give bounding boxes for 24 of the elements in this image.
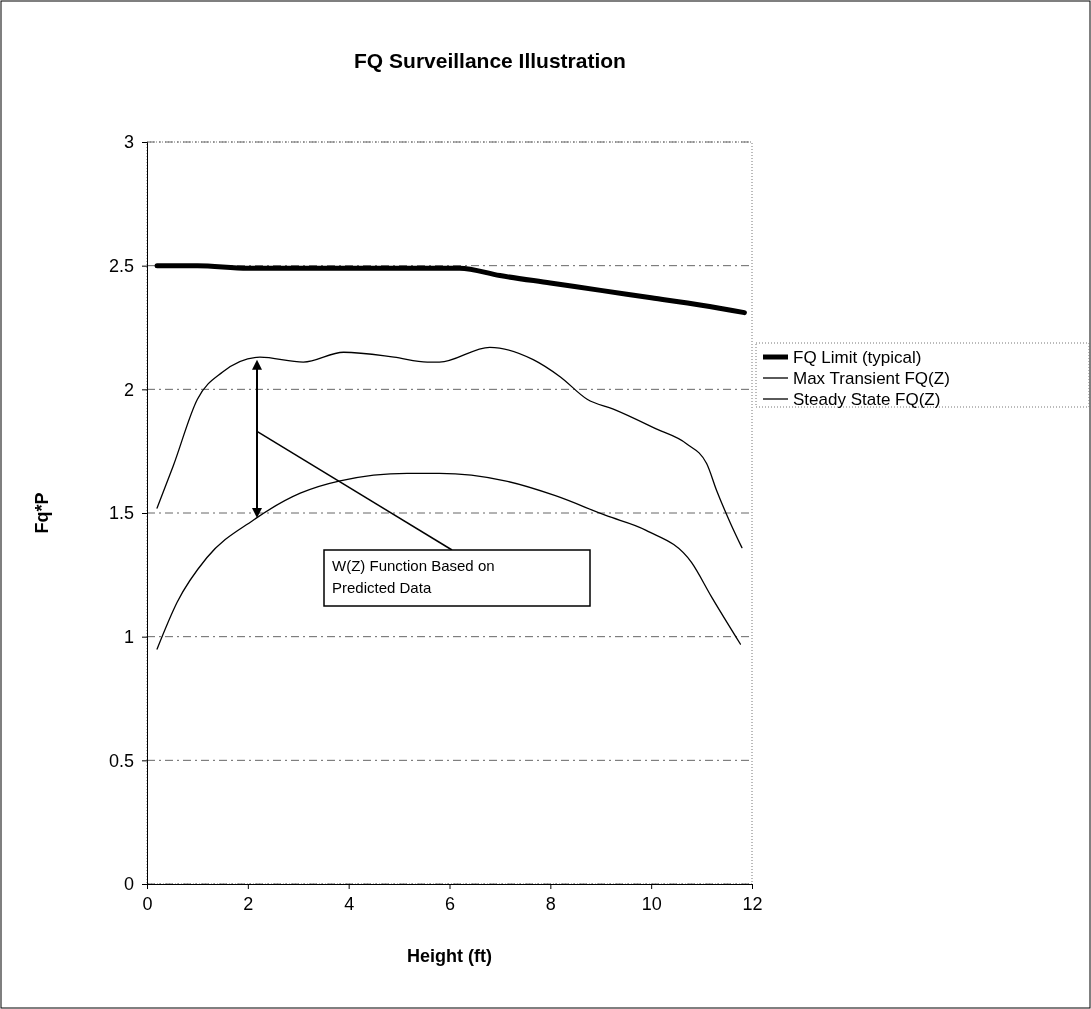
legend-label: FQ Limit (typical) [793, 348, 922, 367]
y-axis-title: Fq*P [32, 492, 52, 534]
line-series [156, 472, 742, 650]
x-tick-label: 6 [444, 893, 456, 914]
y-tick-label: 2.5 [108, 255, 134, 276]
legend-label: Steady State FQ(Z) [793, 390, 941, 409]
x-tick-label: 10 [641, 893, 662, 914]
x-tick-label: 4 [344, 893, 355, 914]
y-tick-label: 0 [123, 874, 134, 895]
x-tick-label: 8 [545, 893, 556, 914]
y-tick-label: 0.5 [108, 750, 134, 771]
legend-label: Max Transient FQ(Z) [793, 369, 950, 388]
y-tick-label: 1 [123, 626, 134, 647]
x-tick-label: 0 [142, 893, 153, 914]
chart-title: FQ Surveillance Illustration [354, 49, 626, 72]
x-tick-label: 12 [742, 893, 763, 914]
x-axis-title: Height (ft) [407, 946, 492, 966]
line-series [156, 346, 743, 549]
y-tick-label: 3 [123, 132, 134, 153]
callout-box: W(Z) Function Based on Predicted Data [323, 549, 591, 607]
y-tick-label: 2 [123, 379, 134, 400]
annotation: W(Z) Function Based on Predicted Data [332, 557, 495, 596]
y-tick-label: 1.5 [108, 503, 134, 524]
x-tick-label: 2 [243, 893, 254, 914]
